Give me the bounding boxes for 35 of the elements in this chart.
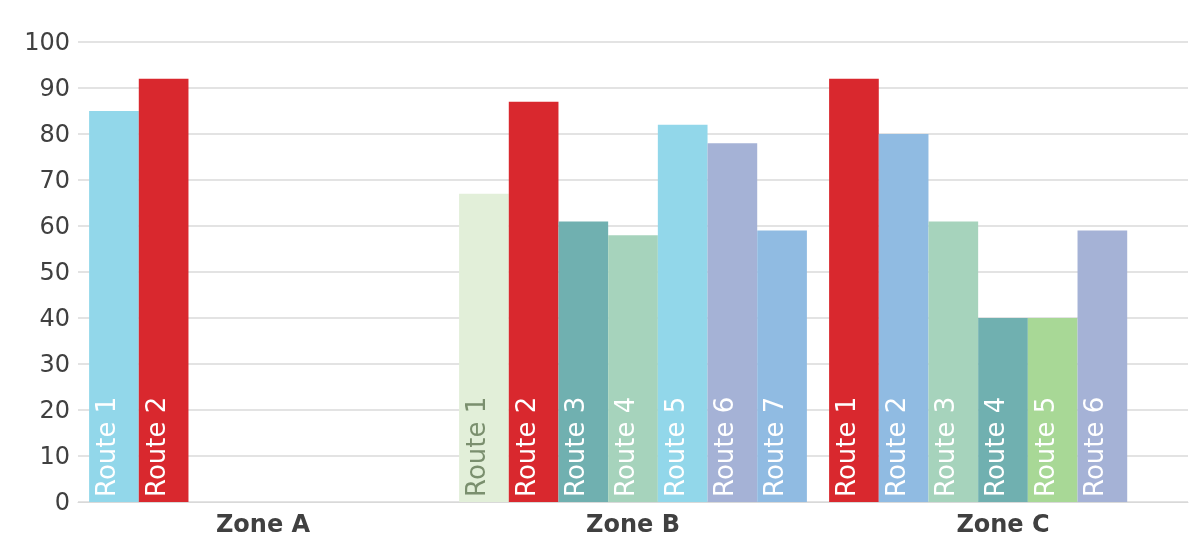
y-tick-label: 80	[39, 120, 70, 148]
y-tick-label: 70	[39, 166, 70, 194]
y-tick-label: 60	[39, 212, 70, 240]
series-label: Route 4	[610, 396, 640, 497]
x-tick-label: Zone A	[215, 510, 311, 538]
series-label: Route 1	[460, 396, 491, 497]
bar	[707, 143, 758, 502]
series-label: Route 2	[510, 396, 541, 497]
x-tick-label: Zone C	[956, 510, 1050, 538]
bar	[508, 101, 559, 502]
bar	[1027, 318, 1078, 502]
text: Route 2	[880, 396, 911, 497]
bar	[1077, 230, 1128, 502]
y-tick-label: 10	[39, 442, 70, 470]
text: Route 4	[980, 396, 1010, 497]
series-label: Route 6	[1079, 396, 1110, 497]
series-label: Route 5	[659, 396, 690, 497]
y-tick-label: 100	[24, 28, 70, 56]
y-tick-label: 50	[39, 258, 70, 286]
text: Route 3	[930, 396, 961, 497]
y-tick-label: 20	[39, 396, 70, 424]
y-tick-label: 0	[54, 488, 70, 516]
x-tick-label: Zone B	[586, 510, 680, 538]
y-tick-label: 90	[39, 74, 70, 102]
bar	[757, 230, 807, 502]
text: Route 1	[90, 396, 121, 497]
bar	[138, 78, 189, 502]
y-tick-label: 30	[39, 350, 70, 378]
text: Route 6	[709, 396, 740, 497]
series-label: Route 3	[560, 396, 591, 497]
y-tick-label: 40	[39, 304, 70, 332]
text: Route 1	[830, 396, 861, 497]
series-label: Route 7	[759, 396, 790, 497]
text: Route 5	[1029, 396, 1060, 497]
text: Route 2	[140, 396, 171, 497]
